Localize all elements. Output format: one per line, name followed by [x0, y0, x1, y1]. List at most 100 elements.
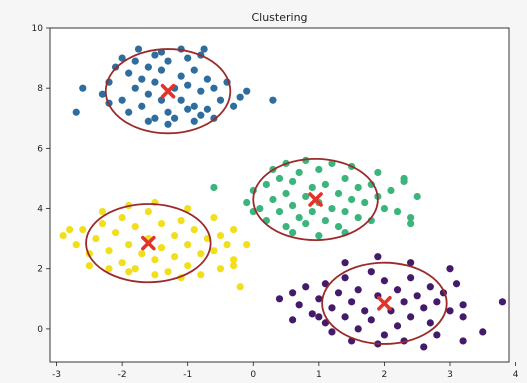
data-point [328, 304, 336, 312]
data-point [269, 96, 277, 104]
data-point [262, 180, 270, 189]
data-point [354, 183, 362, 192]
data-point [230, 226, 238, 234]
x-tick-label: -3 [52, 370, 61, 380]
data-point [400, 174, 408, 183]
cluster-overlay-2 [85, 203, 212, 284]
data-point [459, 337, 467, 345]
centroid-marker [308, 192, 323, 207]
data-point [210, 183, 218, 192]
data-point [216, 96, 225, 104]
data-point [177, 216, 185, 225]
centroid-stroke [377, 296, 392, 311]
data-point [341, 274, 349, 282]
data-point [433, 298, 441, 306]
data-point [210, 247, 218, 255]
cluster-3 [275, 253, 507, 351]
centroid-marker [377, 296, 392, 311]
data-point [177, 96, 185, 104]
data-point [315, 295, 323, 303]
data-point [144, 207, 152, 216]
data-point [367, 268, 375, 276]
data-point [66, 226, 74, 234]
data-point [380, 331, 389, 339]
cluster-boundary-ellipse [252, 157, 379, 242]
data-point [334, 189, 343, 198]
centroid-stroke [141, 235, 156, 251]
y-tick-label: 6 [37, 144, 43, 154]
data-marks [59, 45, 507, 351]
chart-title: Clustering [251, 11, 307, 24]
data-point [282, 189, 290, 198]
data-point [275, 295, 284, 303]
data-point [131, 57, 139, 65]
cluster-2 [59, 198, 251, 291]
data-point [407, 274, 415, 282]
data-point [184, 241, 192, 249]
data-point [170, 253, 179, 261]
y-tick-label: 8 [37, 84, 43, 94]
data-point [374, 253, 382, 261]
data-point [243, 87, 251, 95]
data-point [459, 313, 467, 321]
data-point [72, 108, 80, 116]
data-point [308, 310, 316, 318]
data-point [131, 84, 139, 92]
data-point [479, 328, 487, 336]
data-point [230, 262, 238, 270]
data-point [138, 250, 146, 258]
data-point [72, 241, 80, 249]
data-point [302, 219, 310, 228]
data-point [131, 265, 139, 273]
data-point [118, 54, 126, 62]
data-point [374, 168, 382, 177]
data-point [334, 289, 343, 297]
data-point [98, 90, 107, 98]
data-point [459, 301, 467, 309]
centroid-stroke [308, 192, 323, 207]
data-point [275, 174, 284, 183]
data-point [295, 213, 303, 222]
data-point [164, 57, 172, 65]
y-tick-label: 2 [37, 265, 43, 275]
data-point [243, 241, 251, 249]
data-point [452, 280, 461, 288]
data-point [200, 45, 208, 53]
centroid-marker [160, 83, 176, 99]
data-point [400, 298, 408, 306]
data-point [164, 120, 172, 128]
data-point [216, 265, 225, 273]
data-point [111, 229, 120, 237]
data-point [407, 313, 415, 321]
data-point [210, 213, 218, 222]
x-tick-label: -2 [118, 370, 127, 380]
cluster-overlay-0 [104, 48, 232, 135]
data-point [59, 232, 67, 240]
data-point [125, 108, 133, 116]
data-point [164, 108, 172, 116]
data-point [216, 232, 225, 240]
cluster-boundary-ellipse [85, 203, 212, 284]
data-point [308, 183, 316, 192]
data-point [125, 268, 133, 276]
data-point [157, 66, 166, 74]
data-point [393, 286, 402, 294]
data-point [380, 204, 389, 213]
data-point [157, 244, 166, 252]
data-point [125, 69, 133, 77]
cluster-boundary-ellipse [104, 48, 232, 135]
data-point [236, 93, 244, 101]
data-point [190, 117, 198, 125]
data-point [302, 283, 310, 291]
data-point [184, 54, 192, 62]
data-point [134, 45, 143, 53]
data-point [407, 213, 415, 222]
data-point [105, 247, 113, 255]
data-point [354, 325, 362, 333]
data-point [230, 256, 238, 264]
data-point [230, 102, 238, 110]
data-point [151, 78, 159, 86]
y-tick-label: 0 [37, 325, 43, 335]
data-point [118, 259, 126, 267]
data-point [223, 241, 231, 249]
